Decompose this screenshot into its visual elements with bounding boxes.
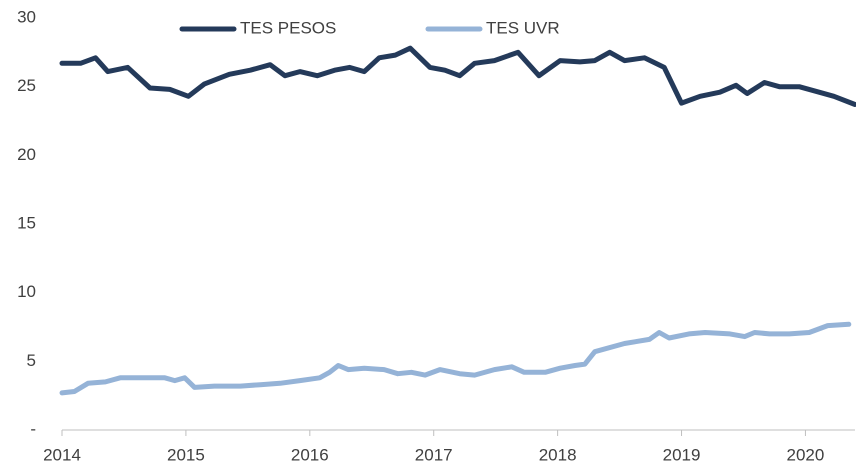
x-tick-label: 2020 — [787, 445, 825, 464]
y-tick-label: 25 — [17, 76, 36, 95]
x-tick-label: 2019 — [663, 445, 701, 464]
series-line — [59, 321, 852, 396]
y-tick-label: 10 — [17, 282, 36, 301]
y-tick-label: - — [30, 419, 36, 438]
y-tick-label: 30 — [17, 7, 36, 26]
x-tick-label: 2018 — [539, 445, 577, 464]
y-tick-label: 20 — [17, 145, 36, 164]
series-line — [59, 45, 856, 107]
y-tick-label: 15 — [17, 213, 36, 232]
y-tick-label: 5 — [27, 351, 36, 370]
legend-label: TES PESOS — [240, 18, 336, 37]
x-tick-label: 2016 — [291, 445, 329, 464]
x-tick-label: 2017 — [415, 445, 453, 464]
legend-label: TES UVR — [486, 18, 560, 37]
x-tick-label: 2015 — [167, 445, 205, 464]
x-tick-label: 2014 — [43, 445, 81, 464]
